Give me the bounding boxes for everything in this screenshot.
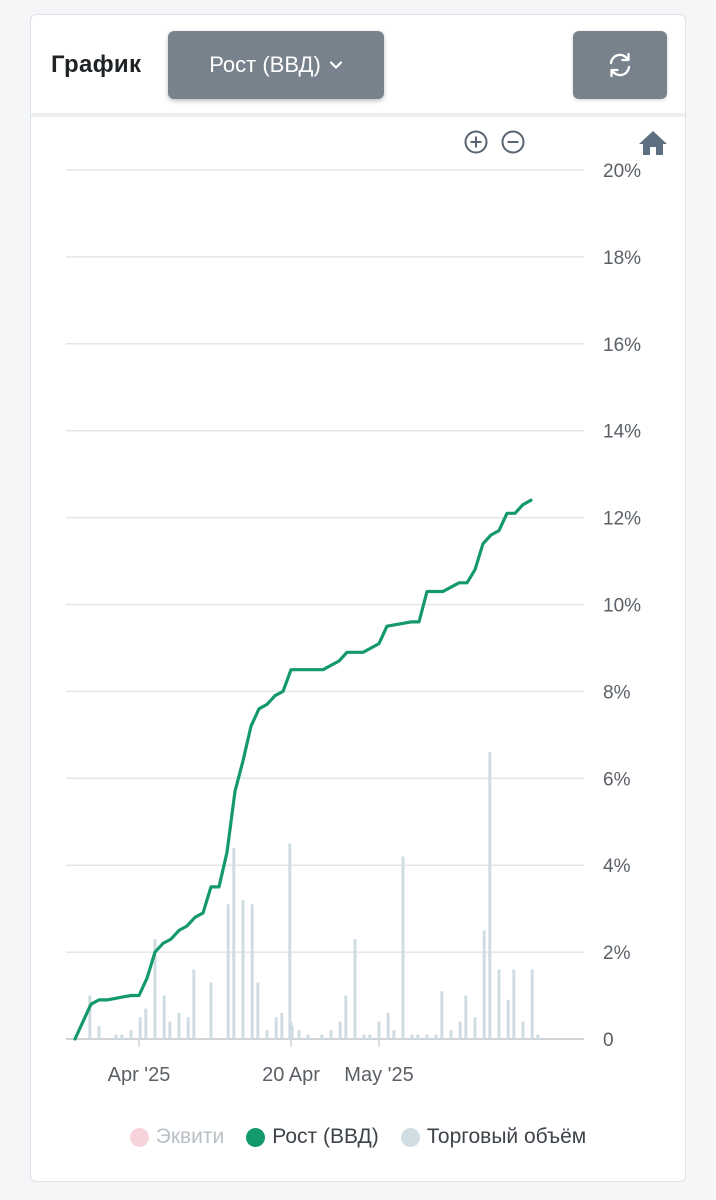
volume-bar [434,1034,438,1039]
growth-line [73,498,533,1041]
y-tick-label: 4% [603,856,631,877]
volume-bar [114,1034,118,1039]
volume-bar [144,1008,148,1039]
volume-bar [392,1030,396,1039]
volume-bar [401,856,405,1039]
volume-bar [506,999,510,1039]
grid-lines [66,169,584,1040]
volume-bar [416,1034,420,1039]
y-tick-label: 8% [603,682,631,703]
volume-bar [192,969,196,1039]
volume-bar [425,1034,429,1039]
legend-item-equity[interactable]: Эквити [129,1125,225,1149]
x-tick-label: 20 Apr [262,1064,320,1086]
y-tick-label: 0 [603,1030,614,1051]
x-tick-label: May '25 [344,1064,413,1086]
volume-bar [464,995,468,1039]
volume-bar [297,1030,301,1039]
x-tick-label: Apr '25 [108,1064,171,1086]
legend-label-volume: Торговый объём [426,1125,587,1148]
volume-bar [162,995,166,1039]
y-tick-labels: 0 2% 4% 6% 8% 10% 12% 14% 16% 18% 20% [603,161,641,1051]
volume-bar [473,1017,477,1039]
volume-bar [265,1030,269,1039]
y-tick-label: 18% [603,248,641,269]
volume-bars [88,752,540,1039]
volume-bar [512,969,516,1039]
volume-bar [410,1034,414,1039]
volume-bar [177,1012,181,1039]
legend-dot-equity [129,1127,149,1147]
volume-bar [329,1030,333,1039]
volume-bar [256,982,260,1039]
volume-bar [138,1017,142,1039]
refresh-icon [609,52,631,78]
volume-bar [338,1021,342,1039]
metric-dropdown-label: Рост (ВВД) [209,52,321,77]
home-icon[interactable] [639,131,667,155]
legend-item-volume[interactable]: Торговый объём [400,1125,587,1149]
legend-label-equity: Эквити [155,1125,225,1148]
volume-bar [440,991,444,1039]
volume-bar [386,1012,390,1039]
volume-bar [290,1025,294,1039]
y-tick-label: 10% [603,596,641,617]
volume-bar [168,1021,172,1039]
volume-bar [449,1030,453,1039]
volume-bar [226,904,230,1039]
y-tick-label: 14% [603,422,641,443]
volume-bar [288,843,292,1039]
volume-bar [250,904,254,1039]
volume-bar [241,899,245,1039]
volume-bar [186,1017,190,1039]
legend-label-growth: Рост (ВВД) [272,1125,379,1148]
volume-bar [488,752,492,1039]
volume-bar [344,995,348,1039]
volume-bar [232,847,236,1039]
volume-bar [306,1034,310,1039]
volume-bar [274,1017,278,1039]
x-tick-labels: Apr '25 20 Apr May '25 [108,1039,414,1086]
legend-dot-volume [400,1127,420,1147]
volume-bar [320,1034,324,1039]
card-title: График [51,51,142,78]
y-tick-label: 20% [603,161,641,182]
volume-bar [129,1030,133,1039]
legend-dot-growth [246,1127,266,1147]
volume-bar [353,939,357,1039]
growth-chart: 0 2% 4% 6% 8% 10% 12% 14% 16% 18% 20% Apr '25 20 Ap… [66,130,667,1086]
volume-bar [521,1021,525,1039]
refresh-button[interactable] [573,31,667,99]
y-tick-label: 2% [603,943,631,964]
zoom-out-icon[interactable] [501,130,525,154]
volume-bar [458,1021,462,1039]
volume-bar [88,995,92,1039]
volume-bar [482,930,486,1039]
metric-dropdown[interactable]: Рост (ВВД) [168,31,384,99]
volume-bar [368,1034,372,1039]
volume-bar [280,1012,284,1039]
volume-bar [362,1034,366,1039]
chevron-down-icon [329,61,342,69]
volume-bar [153,939,157,1039]
volume-bar [536,1034,540,1039]
volume-bar [97,1025,101,1039]
volume-bar [377,1021,381,1039]
y-tick-label: 6% [603,769,631,790]
card-header: График Рост (ВВД) [31,15,685,117]
zoom-in-icon[interactable] [464,130,488,154]
volume-bar [209,982,213,1039]
chart-legend: Эквити Рост (ВВД) Торговый объём [31,1125,685,1149]
volume-bar [120,1034,124,1039]
y-tick-label: 16% [603,335,641,356]
y-tick-label: 12% [603,509,641,530]
legend-item-growth[interactable]: Рост (ВВД) [246,1125,379,1149]
growth-line-layer [73,498,533,1041]
chart-card: График Рост (ВВД) 0 2% 4% 6% 8% 10% 12% 14% 16% 1… [30,14,686,1182]
volume-bar [530,969,534,1039]
volume-bar [497,969,501,1039]
